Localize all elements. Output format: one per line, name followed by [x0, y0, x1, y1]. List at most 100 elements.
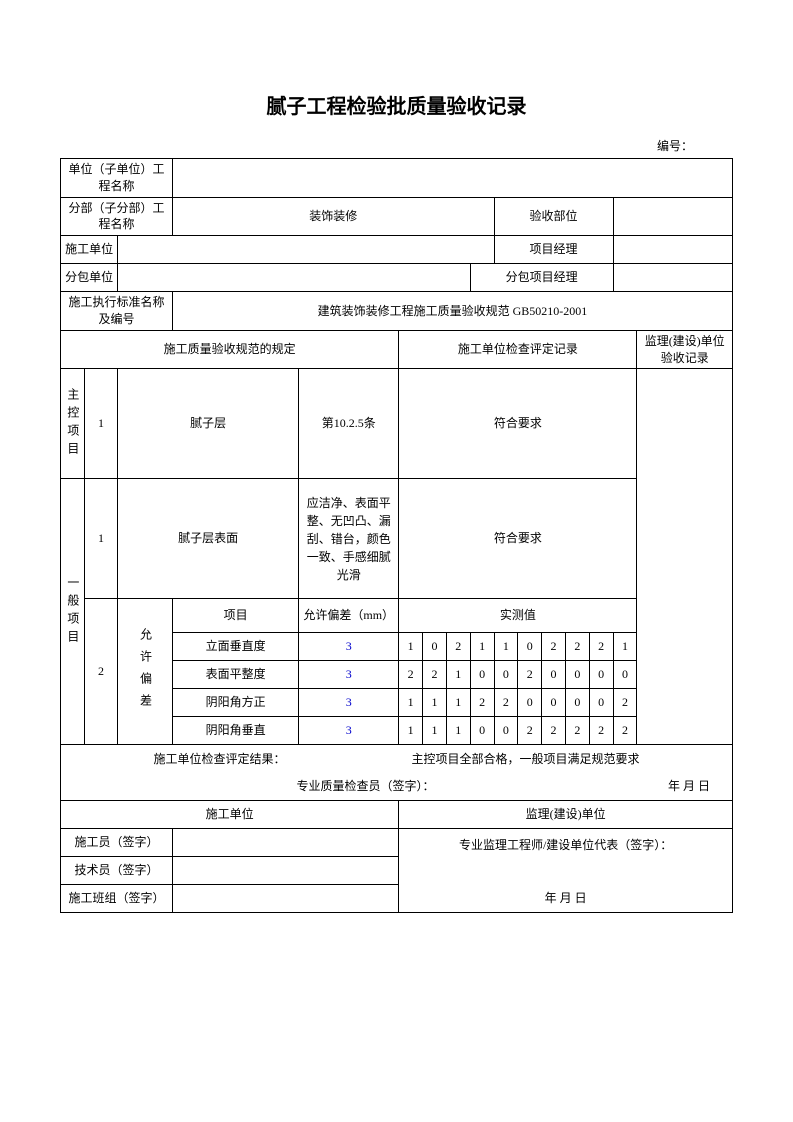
label-construct-unit: 施工单位: [61, 236, 118, 264]
value-sub-project: 装饰装修: [172, 197, 494, 236]
builder-sign-label: 施工员（签字）: [61, 829, 173, 857]
m: 2: [542, 717, 566, 745]
gen-row2-no: 2: [84, 599, 117, 745]
gen-row1-name: 腻子层表面: [118, 479, 299, 599]
m: 0: [494, 717, 518, 745]
m: 1: [446, 689, 470, 717]
qc-signer-row: 专业质量检查员（签字）： 年 月 日: [61, 773, 733, 801]
dev3-name: 阴阳角方正: [172, 689, 298, 717]
m: 0: [423, 633, 447, 661]
m: 0: [542, 661, 566, 689]
col-item: 项目: [172, 599, 298, 633]
m: 1: [446, 717, 470, 745]
label-project-manager: 项目经理: [494, 236, 613, 264]
supervisor-sign-area: 专业监理工程师/建设单位代表（签字）： 年 月 日: [399, 829, 733, 913]
gen-row1-result: 符合要求: [399, 479, 637, 599]
page-title: 腻子工程检验批质量验收记录: [60, 90, 733, 119]
m: 2: [423, 661, 447, 689]
m: 2: [565, 717, 589, 745]
dev4-value: 3: [299, 717, 399, 745]
m: 0: [565, 661, 589, 689]
team-sign-label: 施工班组（签字）: [61, 885, 173, 913]
doc-number-label: 编号：: [60, 137, 733, 154]
summary-value: 主控项目全部合格，一般项目满足规范要求: [412, 752, 640, 766]
m: 0: [589, 661, 613, 689]
value-accept-part: [613, 197, 732, 236]
m: 1: [423, 689, 447, 717]
dev2-value: 3: [299, 661, 399, 689]
tech-sign-value: [172, 857, 398, 885]
col-allow-dev: 允许偏差（mm）: [299, 599, 399, 633]
m: 2: [589, 717, 613, 745]
supervisor-record-cell: [637, 369, 733, 745]
label-unit-project: 单位（子单位）工程名称: [61, 159, 173, 198]
m: 0: [470, 717, 494, 745]
summary-row: 施工单位检查评定结果： 主控项目全部合格，一般项目满足规范要求: [61, 745, 733, 773]
value-sub-pm: [613, 264, 732, 292]
m: 1: [446, 661, 470, 689]
m: 2: [399, 661, 423, 689]
main-item-header: 主控项目: [61, 369, 85, 479]
general-item-header: 一般项目: [61, 479, 85, 745]
m: 1: [423, 717, 447, 745]
m: 0: [542, 689, 566, 717]
col-measured: 实测值: [399, 599, 637, 633]
tech-sign-label: 技术员（签字）: [61, 857, 173, 885]
builder-sign-value: [172, 829, 398, 857]
allow-dev-header: 允许偏差: [118, 599, 173, 745]
m: 0: [518, 633, 542, 661]
label-sub-project: 分部（子分部）工程名称: [61, 197, 173, 236]
m: 1: [399, 633, 423, 661]
main-row-no: 1: [84, 369, 117, 479]
m: 1: [399, 689, 423, 717]
m: 1: [470, 633, 494, 661]
m: 2: [518, 661, 542, 689]
col-supervisor-record: 监理(建设)单位验收记录: [637, 330, 733, 369]
label-standard: 施工执行标准名称及编号: [61, 292, 173, 331]
gen-row1-spec: 应洁净、表面平整、无凹凸、漏刮、错台，颜色一致、手感细腻光滑: [299, 479, 399, 599]
value-construct-unit: [118, 236, 494, 264]
m: 0: [589, 689, 613, 717]
m: 0: [565, 689, 589, 717]
m: 2: [565, 633, 589, 661]
col-construct: 施工单位: [61, 801, 399, 829]
m: 2: [446, 633, 470, 661]
label-accept-part: 验收部位: [494, 197, 613, 236]
m: 0: [613, 661, 637, 689]
main-item-spec: 第10.2.5条: [299, 369, 399, 479]
m: 0: [494, 661, 518, 689]
m: 2: [494, 689, 518, 717]
m: 1: [399, 717, 423, 745]
m: 1: [613, 633, 637, 661]
label-subcontractor: 分包单位: [61, 264, 118, 292]
value-standard: 建筑装饰装修工程施工质量验收规范 GB50210-2001: [172, 292, 732, 331]
m: 1: [494, 633, 518, 661]
value-project-manager: [613, 236, 732, 264]
dev2-name: 表面平整度: [172, 661, 298, 689]
value-subcontractor: [118, 264, 471, 292]
dev1-value: 3: [299, 633, 399, 661]
m: 2: [613, 689, 637, 717]
dev4-name: 阴阳角垂直: [172, 717, 298, 745]
gen-row1-no: 1: [84, 479, 117, 599]
m: 2: [518, 717, 542, 745]
date-ymd-1: 年 月 日: [668, 778, 730, 795]
col-supervisor: 监理(建设)单位: [399, 801, 733, 829]
qc-signer-label: 专业质量检查员（签字）：: [296, 779, 434, 793]
main-item-result: 符合要求: [399, 369, 637, 479]
label-sub-pm: 分包项目经理: [470, 264, 613, 292]
value-unit-project: [172, 159, 732, 198]
col-check-record: 施工单位检查评定记录: [399, 330, 637, 369]
super-eng-sign-label: 专业监理工程师/建设单位代表（签字）：: [401, 831, 730, 854]
col-spec: 施工质量验收规范的规定: [61, 330, 399, 369]
m: 2: [542, 633, 566, 661]
dev3-value: 3: [299, 689, 399, 717]
m: 2: [470, 689, 494, 717]
m: 2: [613, 717, 637, 745]
m: 2: [589, 633, 613, 661]
inspection-table: 单位（子单位）工程名称 分部（子分部）工程名称 装饰装修 验收部位 施工单位 项…: [60, 158, 733, 913]
date-ymd-2: 年 月 日: [399, 890, 732, 907]
dev1-name: 立面垂直度: [172, 633, 298, 661]
m: 0: [518, 689, 542, 717]
main-item-name: 腻子层: [118, 369, 299, 479]
